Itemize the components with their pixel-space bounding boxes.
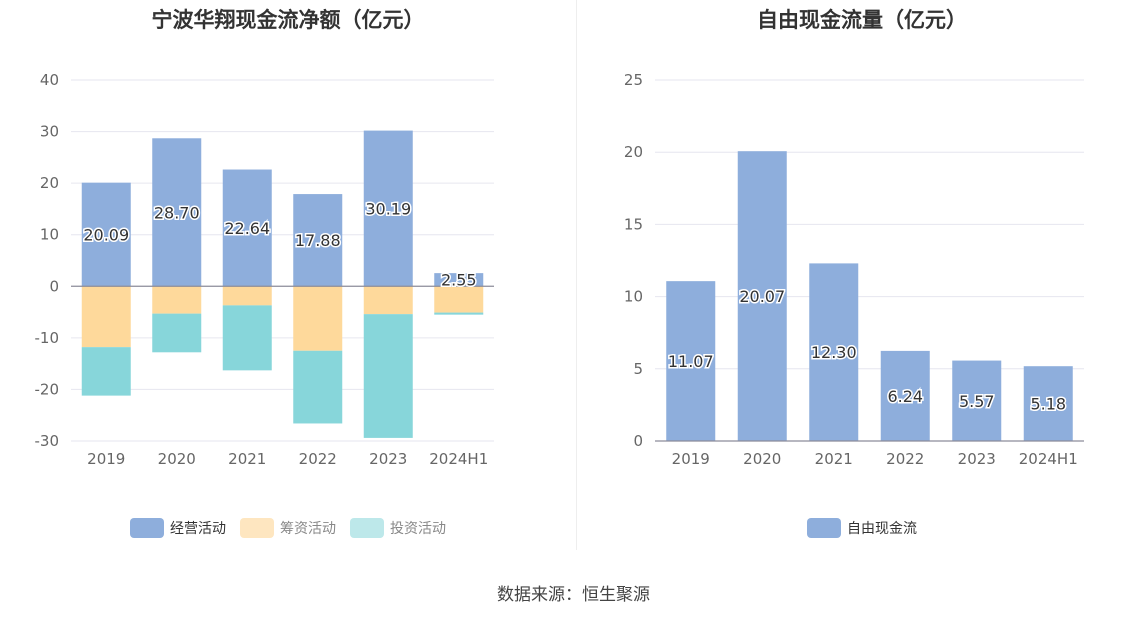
y-tick-label: 0 xyxy=(49,277,59,295)
data-label: 5.57 xyxy=(959,392,995,411)
legend-item-financing[interactable]: 筹资活动 xyxy=(240,518,336,538)
y-tick-label: 10 xyxy=(624,288,643,306)
data-label: 12.30 xyxy=(811,343,857,362)
y-tick-label: -20 xyxy=(35,380,60,398)
x-tick-label: 2024H1 xyxy=(1019,450,1078,468)
bar-investing-2019 xyxy=(81,347,131,396)
x-tick-label: 2023 xyxy=(369,450,407,468)
legend-item-investing[interactable]: 投资活动 xyxy=(350,518,446,538)
bar-operating-2019 xyxy=(81,182,131,287)
data-label: 5.18 xyxy=(1030,395,1066,414)
bar-financing-2020 xyxy=(152,286,202,314)
cash-flow-chart-title: 宁波华翔现金流净额（亿元） xyxy=(151,8,425,32)
x-tick-label: 2021 xyxy=(228,450,266,468)
bar-fcf-2021 xyxy=(809,263,859,441)
fcf-legend: 自由现金流 xyxy=(577,518,1147,538)
bar-investing-2021 xyxy=(222,305,272,371)
data-label: 11.07 xyxy=(668,352,714,371)
bar-fcf-2022 xyxy=(880,350,930,441)
bar-operating-2024H1 xyxy=(434,273,484,287)
data-label: 17.88 xyxy=(295,231,341,250)
data-label: 30.19 xyxy=(365,199,411,218)
x-tick-label: 2022 xyxy=(299,450,337,468)
data-label: 20.09 xyxy=(83,225,129,244)
x-tick-label: 2020 xyxy=(743,450,781,468)
y-tick-label: 20 xyxy=(40,174,59,192)
y-tick-label: 15 xyxy=(624,215,643,233)
legend-label-fcf: 自由现金流 xyxy=(847,521,917,537)
x-tick-label: 2024H1 xyxy=(429,450,488,468)
y-tick-label: 25 xyxy=(624,71,643,89)
fcf-chart-title: 自由现金流量（亿元） xyxy=(757,8,967,32)
bar-operating-2022 xyxy=(293,194,343,287)
bar-investing-2024H1 xyxy=(434,312,484,315)
legend-item-operating[interactable]: 经营活动 xyxy=(130,518,226,538)
data-label: 28.70 xyxy=(154,203,200,222)
y-tick-label: 10 xyxy=(40,226,59,244)
x-tick-label: 2019 xyxy=(87,450,125,468)
x-tick-label: 2022 xyxy=(886,450,924,468)
bar-financing-2024H1 xyxy=(434,286,484,313)
data-label: 22.64 xyxy=(224,219,270,238)
legend-swatch-investing xyxy=(350,518,384,538)
x-tick-label: 2019 xyxy=(672,450,710,468)
legend-item-fcf[interactable]: 自由现金流 xyxy=(807,518,917,538)
bar-fcf-2019 xyxy=(666,281,716,441)
y-tick-label: 0 xyxy=(633,432,643,450)
x-tick-label: 2021 xyxy=(815,450,853,468)
bar-financing-2021 xyxy=(222,286,272,306)
bar-financing-2022 xyxy=(293,286,343,351)
bar-operating-2023 xyxy=(363,130,413,287)
cash-flow-chart-panel: 宁波华翔现金流净额（亿元） 40 30 20 10 0 -10 -20 -30 2019 2020… xyxy=(0,0,576,560)
bar-operating-2020 xyxy=(152,138,202,287)
bar-financing-2023 xyxy=(363,286,413,315)
cash-flow-legend: 经营活动 筹资活动 投资活动 xyxy=(0,518,576,538)
bar-operating-2021 xyxy=(222,169,272,287)
bar-fcf-2023 xyxy=(952,360,1002,441)
y-tick-label: -10 xyxy=(35,329,60,347)
legend-swatch-fcf xyxy=(807,518,841,538)
bar-investing-2023 xyxy=(363,314,413,438)
x-tick-label: 2023 xyxy=(958,450,996,468)
legend-label-financing: 筹资活动 xyxy=(280,521,336,537)
legend-label-operating: 经营活动 xyxy=(170,521,226,537)
bar-financing-2019 xyxy=(81,286,131,348)
y-tick-label: 20 xyxy=(624,143,643,161)
data-source: 数据来源：恒生聚源 xyxy=(497,585,650,605)
bar-fcf-2020 xyxy=(737,151,787,441)
legend-swatch-operating xyxy=(130,518,164,538)
y-tick-label: -30 xyxy=(35,432,60,450)
panel-divider xyxy=(576,0,577,550)
data-label: 20.07 xyxy=(739,287,785,306)
legend-swatch-financing xyxy=(240,518,274,538)
bar-fcf-2024H1 xyxy=(1023,366,1073,441)
bar-investing-2020 xyxy=(152,313,202,353)
cash-flow-chart: 40 30 20 10 0 -10 -20 -30 2019 2020 2021 2022 2023 20… xyxy=(35,71,494,468)
legend-label-investing: 投资活动 xyxy=(390,521,446,537)
y-tick-label: 30 xyxy=(40,123,59,141)
bar-investing-2022 xyxy=(293,350,343,424)
data-label: 2.55 xyxy=(441,271,477,290)
y-tick-label: 40 xyxy=(40,71,59,89)
y-tick-label: 5 xyxy=(633,360,643,378)
x-tick-label: 2020 xyxy=(158,450,196,468)
fcf-chart-panel: 自由现金流量（亿元） 25 20 15 10 5 0 2019 2020 2021 2022 202… xyxy=(577,0,1147,560)
fcf-chart: 25 20 15 10 5 0 2019 2020 2021 2022 2023 2024H1 11.0… xyxy=(624,71,1084,468)
data-label: 6.24 xyxy=(887,387,923,406)
